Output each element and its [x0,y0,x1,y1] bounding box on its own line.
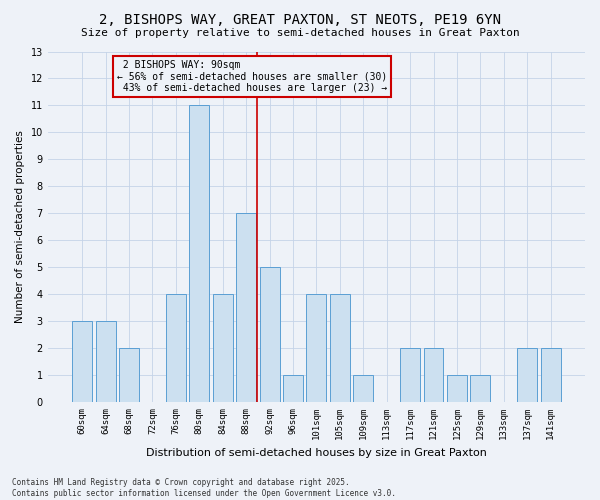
Y-axis label: Number of semi-detached properties: Number of semi-detached properties [15,130,25,323]
Text: Size of property relative to semi-detached houses in Great Paxton: Size of property relative to semi-detach… [80,28,520,38]
Bar [119,348,139,402]
Bar [283,375,303,402]
Bar [517,348,537,402]
Bar [213,294,233,402]
Bar [470,375,490,402]
Bar [424,348,443,402]
Bar [541,348,560,402]
Text: 2 BISHOPS WAY: 90sqm
← 56% of semi-detached houses are smaller (30)
 43% of semi: 2 BISHOPS WAY: 90sqm ← 56% of semi-detac… [117,60,388,93]
Bar [260,267,280,402]
Bar [307,294,326,402]
Bar [95,321,116,402]
Bar [353,375,373,402]
Bar [447,375,467,402]
Text: Contains HM Land Registry data © Crown copyright and database right 2025.
Contai: Contains HM Land Registry data © Crown c… [12,478,396,498]
Bar [236,214,256,402]
Bar [330,294,350,402]
Text: 2, BISHOPS WAY, GREAT PAXTON, ST NEOTS, PE19 6YN: 2, BISHOPS WAY, GREAT PAXTON, ST NEOTS, … [99,12,501,26]
Bar [166,294,186,402]
Bar [72,321,92,402]
X-axis label: Distribution of semi-detached houses by size in Great Paxton: Distribution of semi-detached houses by … [146,448,487,458]
Bar [190,106,209,402]
Bar [400,348,420,402]
